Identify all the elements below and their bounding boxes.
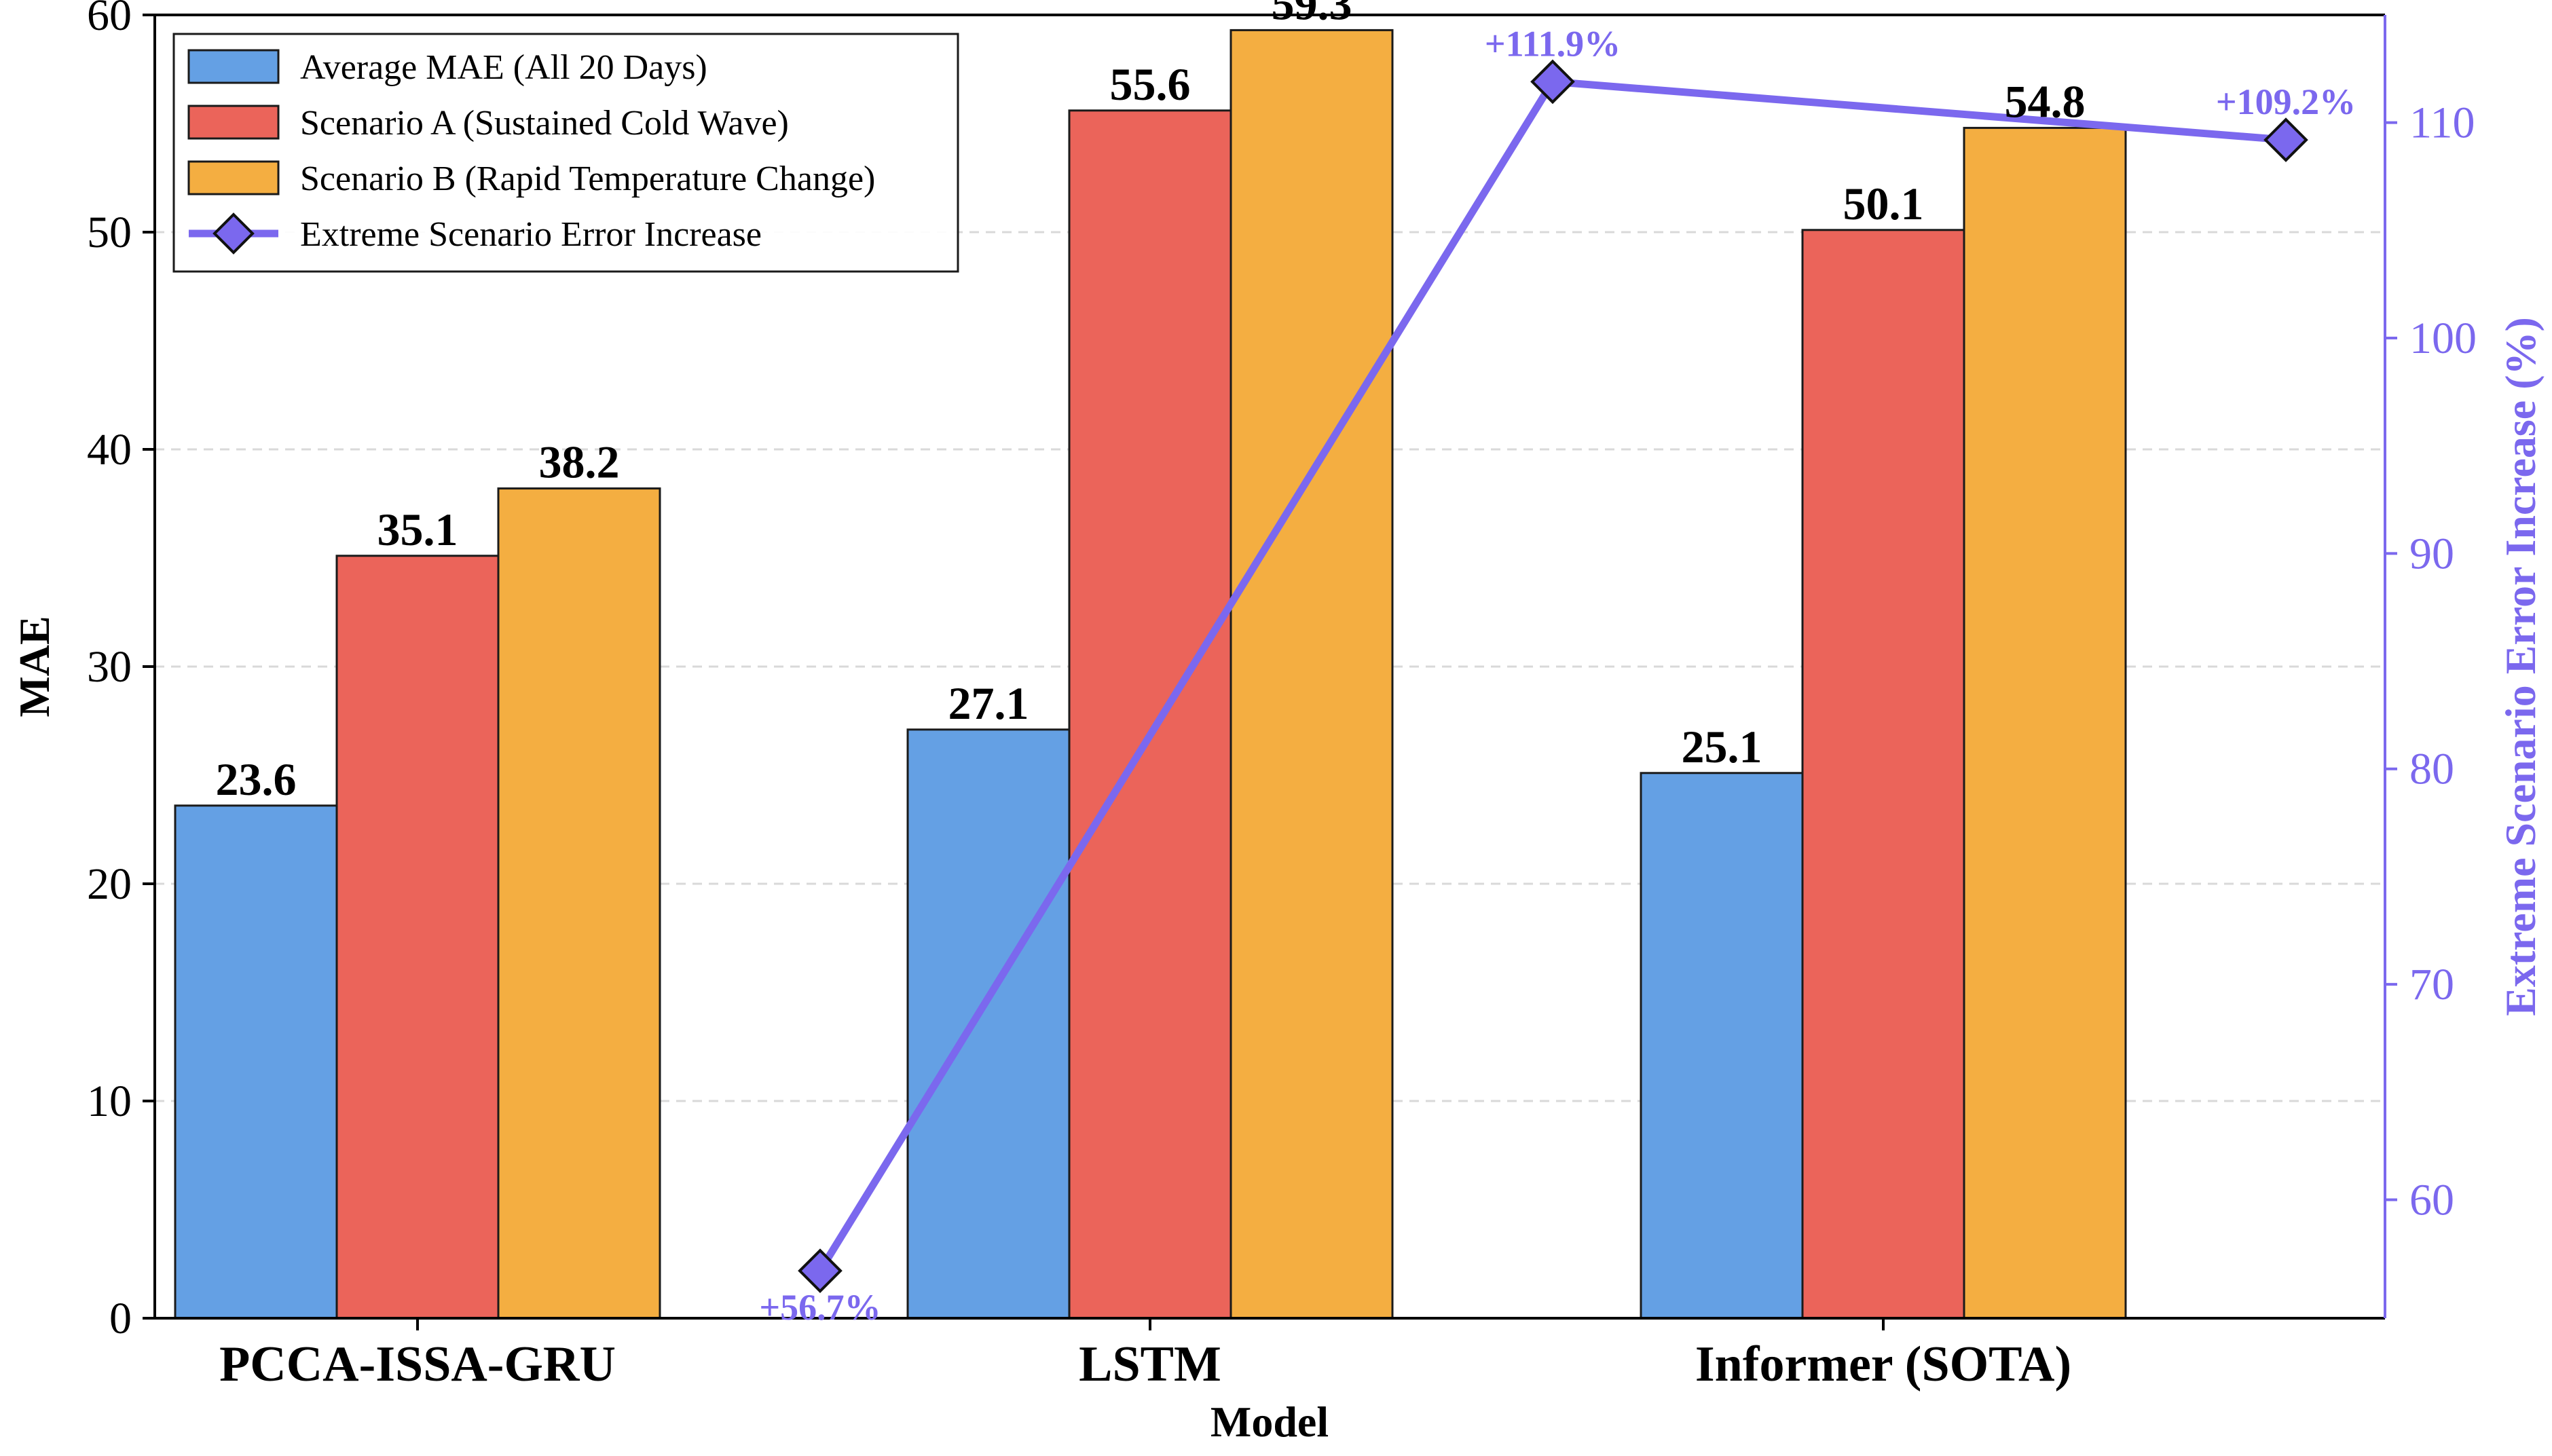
y-tick-label: 60 [87,0,132,40]
x-tick-label: Informer (SOTA) [1695,1337,2071,1392]
bar-value-label: 55.6 [1110,58,1191,110]
bar-value-label: 50.1 [1843,178,1924,229]
bar-value-label: 38.2 [539,436,620,488]
legend-label: Average MAE (All 20 Days) [300,48,707,87]
legend: Average MAE (All 20 Days) Scenario A (Sus… [172,33,959,273]
bar [335,555,500,1320]
y2-tick-label: 110 [2409,98,2475,148]
line-value-label: +109.2% [2216,81,2356,122]
labels: 23.6 27.1 25.1 35.1 55.6 50.1 38.2 59.3 54.8 +56.… [216,0,2356,1328]
y-tick-label: 20 [87,859,132,909]
bar-value-label: 54.8 [2005,75,2086,127]
bar [1068,109,1232,1320]
y-axis-title: MAE [10,616,58,717]
x-tick-label: PCCA-ISSA-GRU [219,1337,616,1392]
bar-value-label: 59.3 [1272,0,1352,29]
axes: 0 10 20 30 40 50 60 60 70 80 90 100 110 PCCA-ISSA-GRU… [10,0,2545,1446]
y2-tick-label: 100 [2409,314,2477,363]
legend-box [172,33,959,273]
y2-tick-label: 60 [2409,1175,2454,1225]
line-series [798,59,2308,1294]
bar [1801,229,1965,1320]
x-axis-title: Model [1210,1398,1329,1446]
y2-tick-label: 90 [2409,529,2454,578]
y-tick-label: 30 [87,642,132,692]
bar [1229,29,1394,1320]
bar [1963,126,2127,1320]
line-marker [1530,59,1575,105]
y2-tick-label: 80 [2409,745,2454,794]
y-tick-label: 50 [87,208,132,257]
legend-label: Scenario A (Sustained Cold Wave) [300,104,789,143]
bar-value-label: 27.1 [948,677,1029,729]
line-marker [798,1248,843,1294]
x-tick-label: LSTM [1079,1337,1221,1392]
line-value-label: +111.9% [1485,23,1621,64]
legend-swatch [187,160,280,195]
bar [497,487,661,1320]
bar [906,728,1071,1320]
y-tick-label: 10 [87,1077,132,1126]
legend-swatch [187,49,280,84]
bar-value-label: 23.6 [216,753,297,805]
legend-swatch [187,105,280,140]
y2-axis-title: Extreme Scenario Error Increase (%) [2496,317,2545,1016]
bar-value-label: 25.1 [1682,721,1762,772]
line-value-label: +56.7% [759,1287,881,1328]
y-tick-label: 0 [109,1294,132,1343]
line-marker [2263,117,2308,162]
legend-label: Scenario B (Rapid Temperature Change) [300,160,875,198]
y-tick-label: 40 [87,425,132,474]
bars [174,29,2127,1320]
bar-value-label: 35.1 [377,504,458,555]
legend-label: Extreme Scenario Error Increase [300,215,762,254]
y2-tick-label: 70 [2409,960,2454,1009]
bar [174,804,338,1320]
bar [1640,772,1804,1320]
legend-diamond-marker [212,212,255,255]
